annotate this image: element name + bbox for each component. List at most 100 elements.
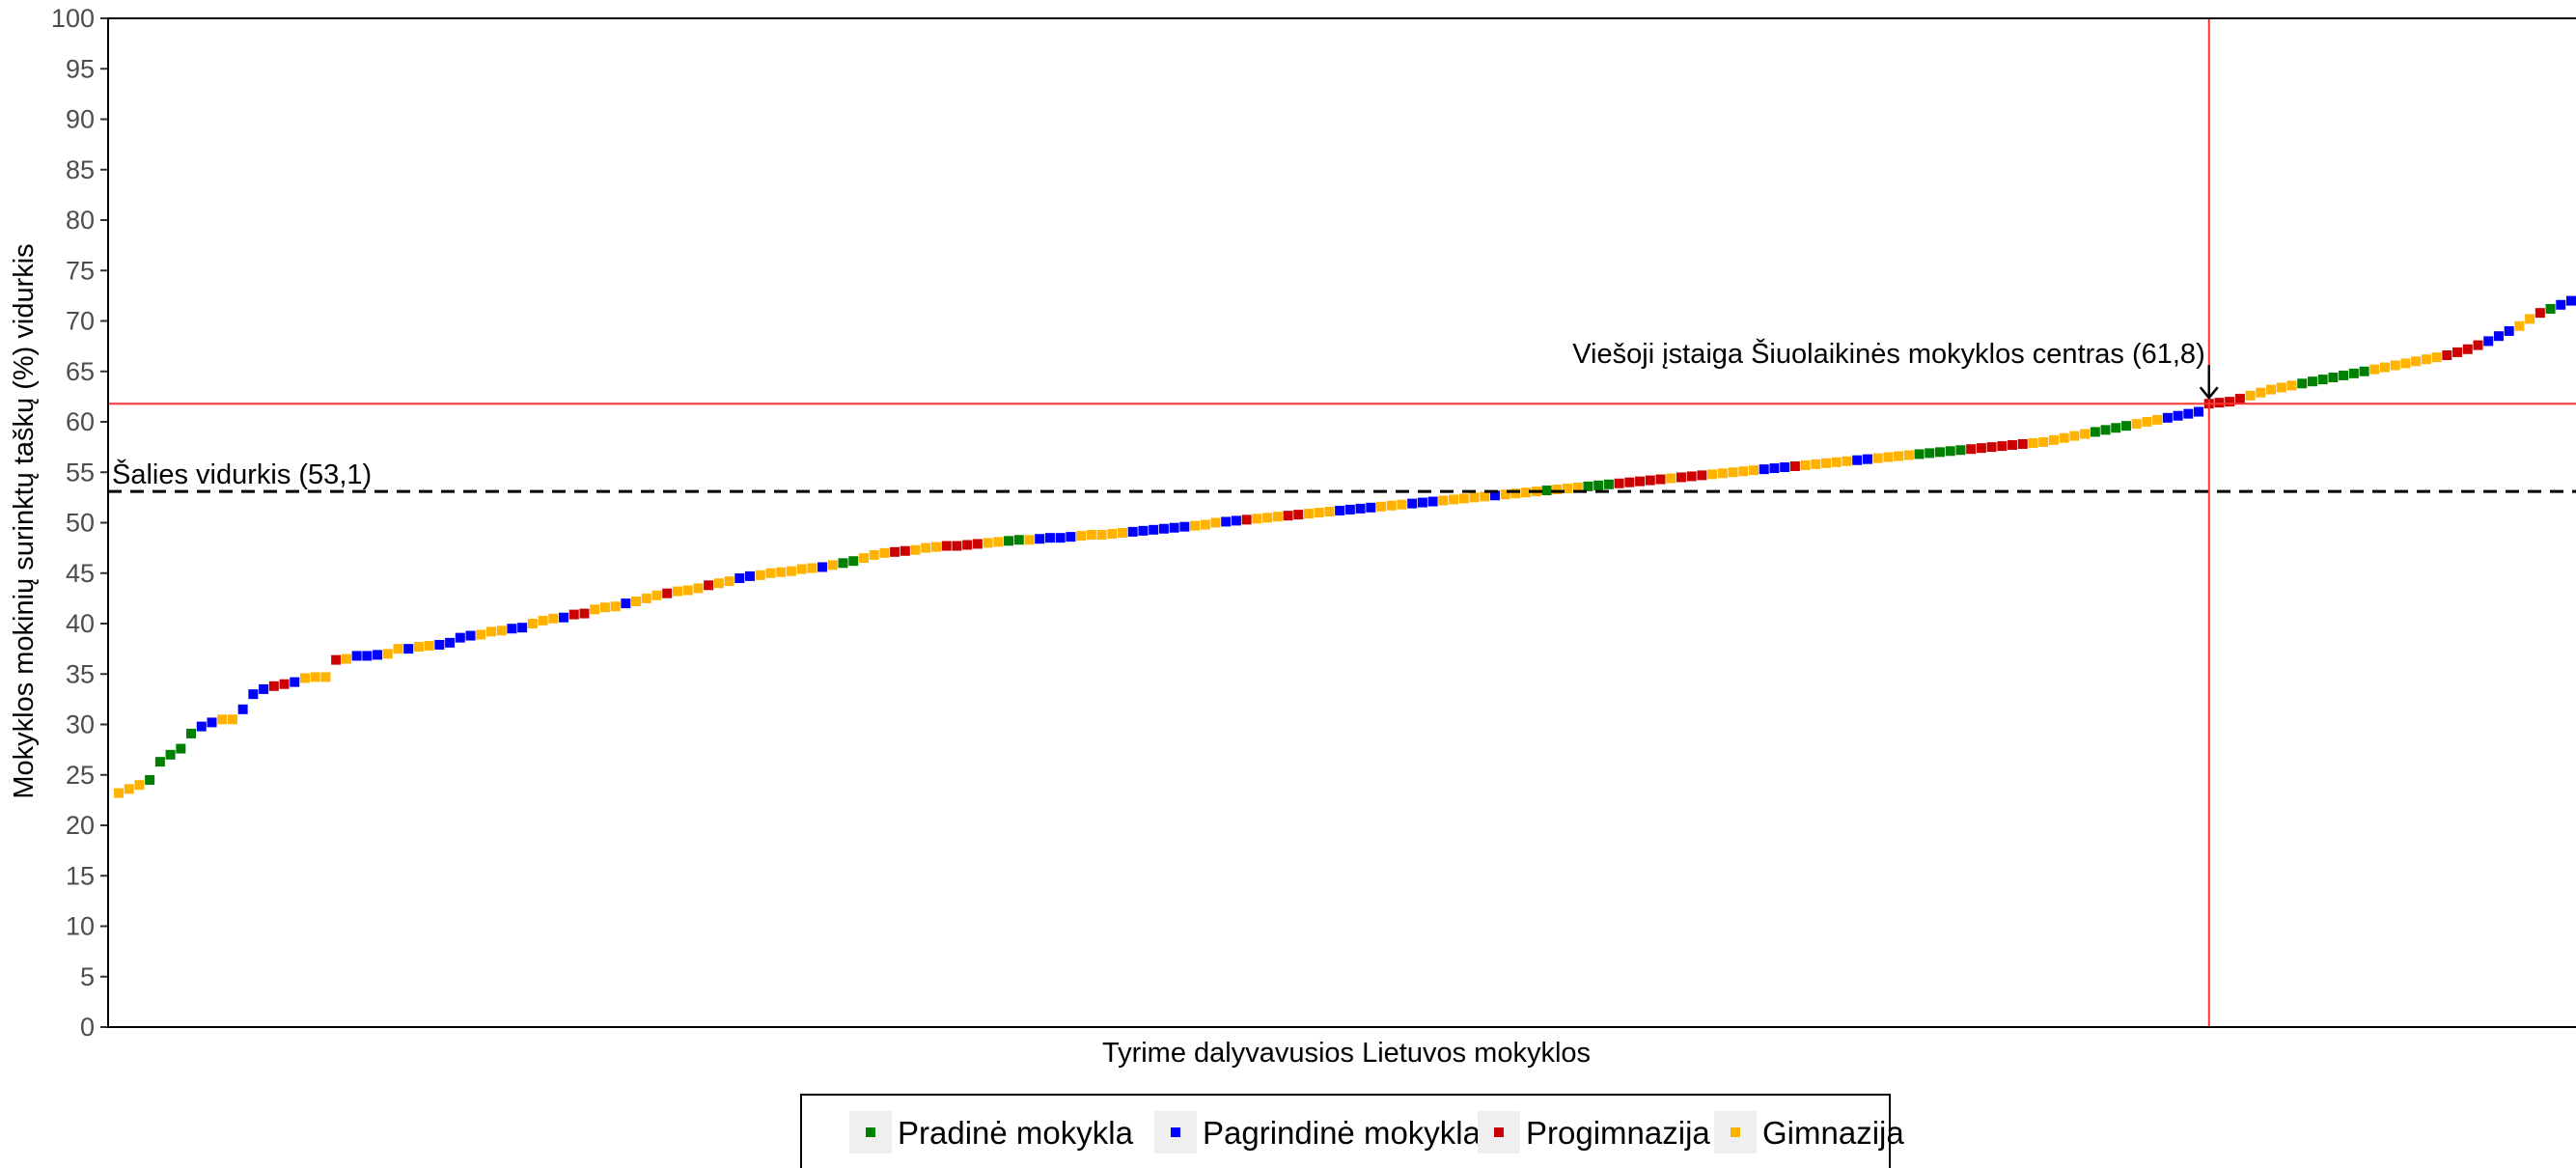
data-point <box>1272 512 1283 522</box>
data-point <box>1563 483 1573 493</box>
data-point <box>2462 344 2473 354</box>
data-point <box>2142 417 2152 427</box>
data-point <box>2038 436 2049 447</box>
data-point <box>1469 492 1480 503</box>
y-tick-label: 50 <box>66 509 95 538</box>
data-point <box>217 714 228 725</box>
data-point <box>921 542 931 553</box>
data-point <box>590 604 600 615</box>
data-point <box>1686 471 1697 482</box>
data-point <box>2566 295 2576 306</box>
data-point <box>1697 470 1707 481</box>
data-point <box>838 558 848 569</box>
data-point <box>1749 465 1759 476</box>
data-point <box>455 632 465 643</box>
legend-item-label: Pagrindinė mokykla <box>1203 1115 1482 1151</box>
data-point <box>2493 331 2504 342</box>
data-point <box>382 649 393 659</box>
data-point <box>2111 423 2121 433</box>
data-point <box>2525 314 2535 324</box>
data-point <box>2307 376 2317 387</box>
data-point <box>2234 393 2245 403</box>
data-point <box>1769 463 1780 474</box>
data-point <box>1655 474 1666 485</box>
y-tick-label: 75 <box>66 256 95 285</box>
data-point <box>1624 477 1635 487</box>
data-point <box>299 673 310 683</box>
data-point <box>1500 489 1510 500</box>
data-points <box>114 295 2576 798</box>
data-point <box>1966 444 1977 455</box>
data-point <box>1386 500 1397 511</box>
data-point <box>568 609 579 620</box>
data-point <box>1789 460 1800 471</box>
data-point <box>1852 455 1863 465</box>
data-point <box>1055 533 1066 543</box>
y-tick-label: 70 <box>66 307 95 336</box>
data-point <box>1997 441 2008 452</box>
data-point <box>672 586 682 597</box>
data-point <box>1903 450 1914 460</box>
data-point <box>1044 533 1055 543</box>
data-point <box>1883 452 1894 462</box>
data-point <box>434 639 445 650</box>
y-tick-label: 5 <box>80 962 95 991</box>
data-point <box>1593 480 1604 490</box>
data-point <box>1449 494 1459 505</box>
legend-key-swatch <box>866 1127 875 1137</box>
plot-frame <box>107 17 2576 1028</box>
data-point <box>1076 531 1087 542</box>
legend-item-label: Gimnazija <box>1762 1115 1904 1151</box>
data-point <box>2452 347 2463 357</box>
data-point <box>1811 459 1821 469</box>
data-point <box>1397 499 1407 510</box>
data-point <box>1324 507 1335 517</box>
data-point <box>1221 516 1232 527</box>
data-point <box>2328 373 2339 383</box>
y-tick-label: 85 <box>66 155 95 184</box>
data-point <box>2120 421 2131 431</box>
data-point <box>259 683 269 694</box>
legend-item-label: Pradinė mokykla <box>898 1115 1134 1151</box>
data-point <box>1572 482 1583 492</box>
data-point <box>1096 530 1107 541</box>
data-point <box>807 563 817 573</box>
data-point <box>2431 352 2442 363</box>
data-point <box>2297 378 2308 389</box>
y-tick-label: 20 <box>66 811 95 840</box>
data-point <box>268 681 279 691</box>
y-tick-label: 35 <box>66 659 95 688</box>
data-point <box>1738 466 1749 477</box>
data-point <box>362 651 373 661</box>
data-point <box>290 677 300 687</box>
national-mean-label: Šalies vidurkis (53,1) <box>112 458 372 490</box>
data-point <box>745 570 756 581</box>
data-point <box>786 566 796 576</box>
data-point <box>2152 414 2163 425</box>
data-point <box>2100 425 2111 435</box>
data-point <box>2380 362 2391 373</box>
x-axis-title: Tyrime dalyvavusios Lietuvos mokyklos <box>1102 1038 1591 1069</box>
data-point <box>1842 456 1852 466</box>
data-point <box>1759 464 1769 475</box>
legend-key-swatch <box>1171 1127 1180 1137</box>
data-point <box>1666 473 1676 484</box>
data-point <box>1293 510 1304 520</box>
data-point <box>2173 410 2183 421</box>
data-point <box>931 542 941 552</box>
data-point <box>1283 511 1293 521</box>
data-point <box>124 784 134 794</box>
data-point <box>1407 498 1418 509</box>
data-point <box>2194 406 2204 417</box>
data-point <box>1417 497 1427 508</box>
data-point <box>579 608 590 619</box>
data-point <box>507 624 517 634</box>
data-point <box>1107 528 1118 539</box>
data-point <box>2131 419 2142 430</box>
data-point <box>237 704 248 714</box>
data-point <box>2286 380 2297 391</box>
data-point <box>1127 526 1138 537</box>
y-axis-title: Mokyklos mokinių surinktų taškų (%) vidu… <box>9 243 40 798</box>
data-point <box>1603 479 1614 489</box>
